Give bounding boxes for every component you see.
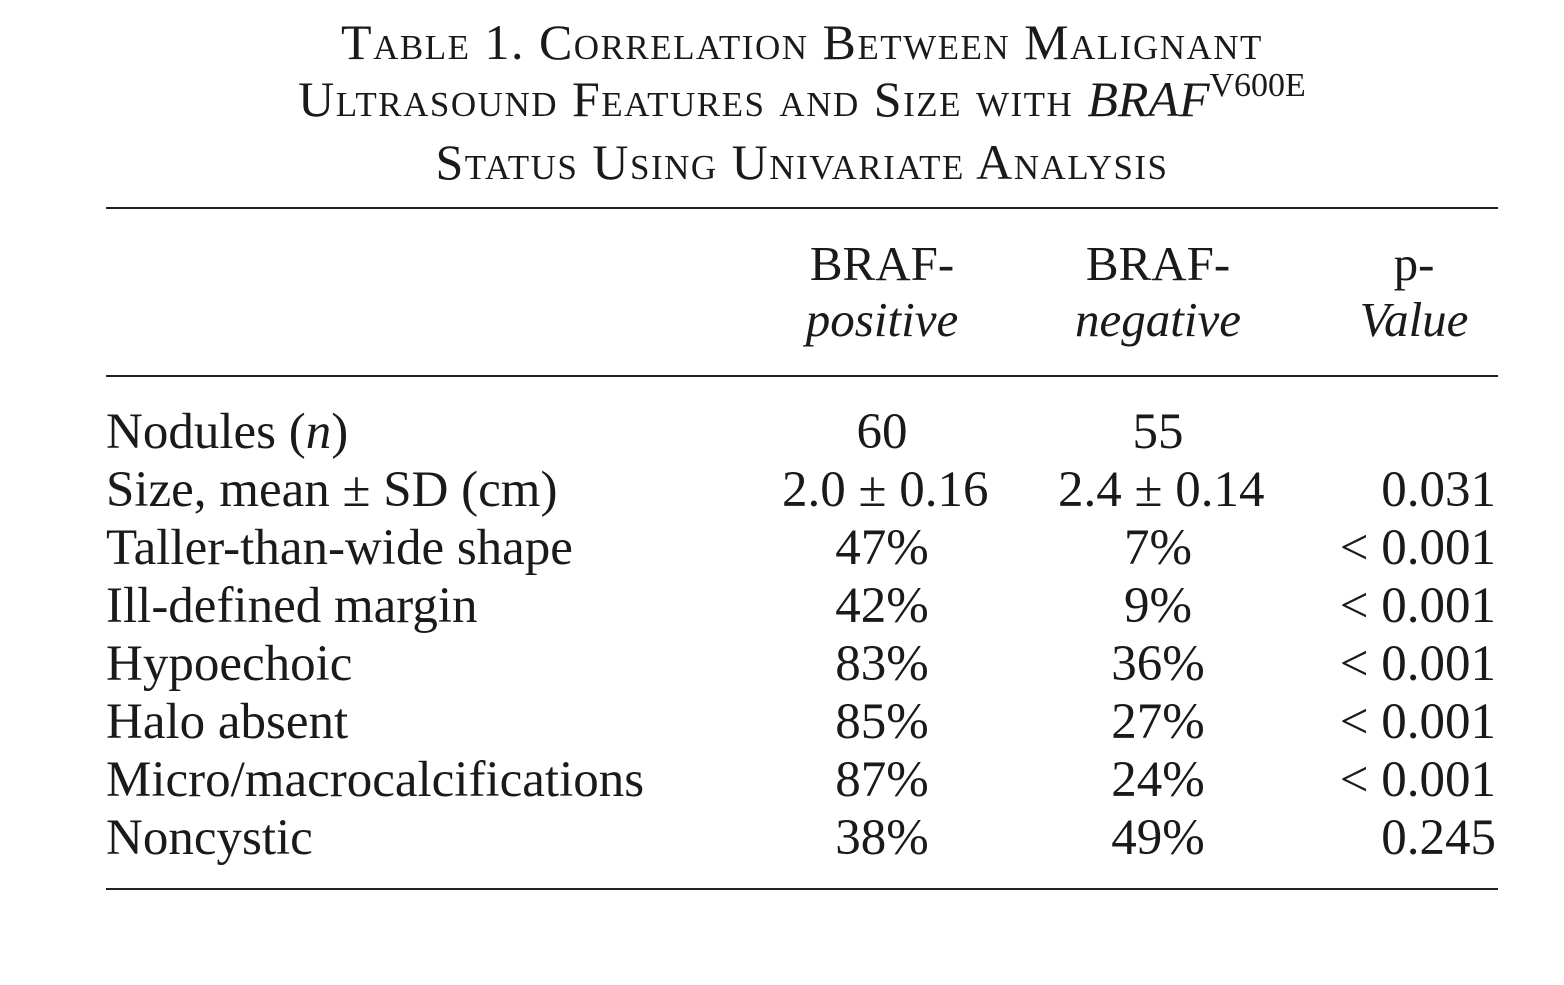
caption-line-3: Status Using Univariate Analysis <box>435 134 1169 190</box>
cell-braf-negative: 24% <box>1111 752 1205 808</box>
cell-p-value: 0.245 <box>1381 810 1496 866</box>
cell-braf-positive: 47% <box>835 520 929 576</box>
row-label: Size, mean ± SD (cm) <box>106 462 558 518</box>
cell-braf-negative: 7% <box>1124 520 1192 576</box>
table-row: Hypoechoic 83% 36% < 0.001 <box>106 635 1498 693</box>
caption-gene-name: BRAF <box>1087 71 1210 127</box>
cell-braf-positive: 2.0 ± 0.16 <box>782 462 989 518</box>
row-label: Noncystic <box>106 810 313 866</box>
row-label: Ill-defined margin <box>106 578 478 634</box>
caption-gene-superscript: V600E <box>1209 67 1306 104</box>
cell-p-value: < 0.001 <box>1339 694 1496 750</box>
cell-p-value: < 0.001 <box>1339 578 1496 634</box>
table-row: Size, mean ± SD (cm) 2.0 ± 0.16 2.4 ± 0.… <box>106 461 1498 519</box>
table-row: Ill-defined margin 42% 9% < 0.001 <box>106 577 1498 635</box>
row-label-italic: n <box>305 404 332 460</box>
cell-p-value: < 0.001 <box>1339 752 1496 808</box>
caption-line-1: Table 1. Correlation Between Malignant <box>341 14 1263 70</box>
cell-braf-positive: 60 <box>856 404 908 460</box>
cell-braf-negative: 2.4 ± 0.14 <box>1058 462 1265 518</box>
cell-braf-negative: 36% <box>1111 636 1205 692</box>
table-row: Taller-than-wide shape 47% 7% < 0.001 <box>106 519 1498 577</box>
cell-braf-negative: 49% <box>1111 810 1205 866</box>
cell-braf-positive: 38% <box>835 810 929 866</box>
header-braf-negative-line2: negative <box>1075 292 1241 347</box>
table-caption: Table 1. Correlation Between Malignant U… <box>106 14 1498 191</box>
cell-braf-positive: 42% <box>835 578 929 634</box>
row-label-text: Nodules ( <box>106 404 306 460</box>
table-body: Nodules (n) 60 55 Size, mean ± SD (cm) 2… <box>106 403 1498 867</box>
header-p-value-line2: Value <box>1359 292 1469 347</box>
header-braf-negative: BRAF- negative <box>1058 236 1258 348</box>
cell-p-value: < 0.001 <box>1339 636 1496 692</box>
table-row: Nodules (n) 60 55 <box>106 403 1498 461</box>
row-label: Micro/macrocalcifications <box>106 752 645 808</box>
table-top-rule <box>106 207 1498 209</box>
cell-p-value: < 0.001 <box>1339 520 1496 576</box>
table-row: Noncystic 38% 49% 0.245 <box>106 809 1498 867</box>
table-row: Micro/macrocalcifications 87% 24% < 0.00… <box>106 751 1498 809</box>
row-label: Hypoechoic <box>106 636 353 692</box>
table-header-rule <box>106 375 1498 377</box>
header-braf-negative-line1: BRAF- <box>1085 236 1231 291</box>
row-label: Halo absent <box>106 694 349 750</box>
row-label: Nodules (n) <box>106 403 348 461</box>
cell-braf-negative: 27% <box>1111 694 1205 750</box>
row-label: Taller-than-wide shape <box>106 520 573 576</box>
header-braf-positive-line2: positive <box>805 292 959 347</box>
cell-braf-positive: 87% <box>835 752 929 808</box>
header-p-value: p- Value <box>1334 236 1494 348</box>
table-row: Halo absent 85% 27% < 0.001 <box>106 693 1498 751</box>
header-braf-positive-line1: BRAF- <box>809 236 955 291</box>
caption-line-2: Ultrasound Features and Size with BRAFV6… <box>106 67 1498 134</box>
cell-braf-negative: 9% <box>1124 578 1192 634</box>
cell-braf-positive: 83% <box>835 636 929 692</box>
table-bottom-rule <box>106 888 1498 890</box>
header-braf-positive: BRAF- positive <box>782 236 982 348</box>
row-label-text-end: ) <box>331 404 349 460</box>
header-p-value-line1: p- <box>1393 236 1435 291</box>
caption-line-2-text: Ultrasound Features and Size with <box>298 71 1088 127</box>
cell-p-value: 0.031 <box>1381 462 1496 518</box>
cell-braf-positive: 85% <box>835 694 929 750</box>
cell-braf-negative: 55 <box>1132 404 1184 460</box>
